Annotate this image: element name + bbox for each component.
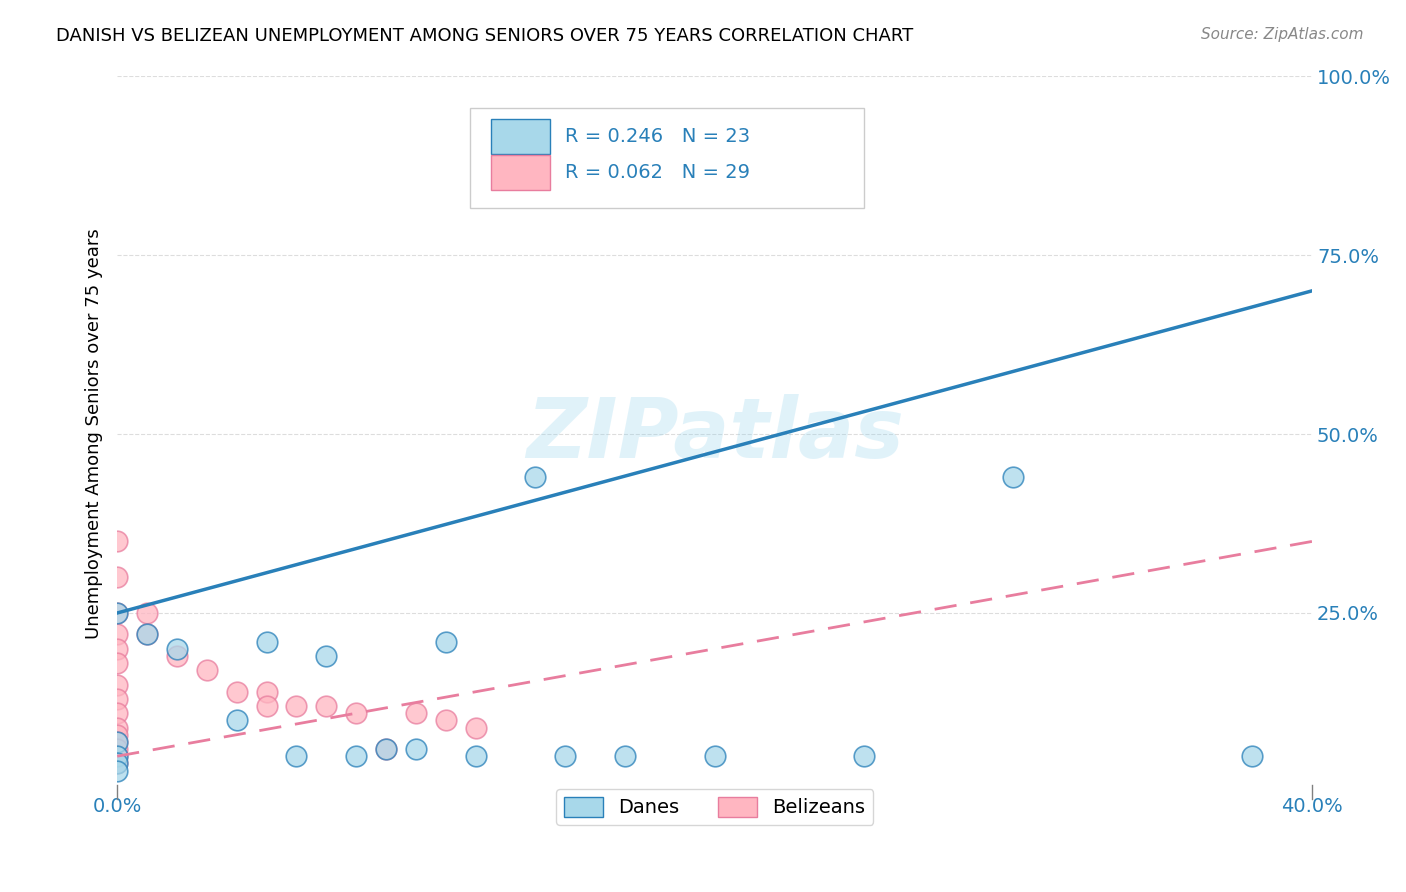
- Point: [405, 706, 427, 721]
- Point: [344, 706, 367, 721]
- Point: [105, 627, 128, 641]
- Point: [105, 677, 128, 691]
- Point: [554, 749, 576, 764]
- Point: [105, 692, 128, 706]
- Text: R = 0.062   N = 29: R = 0.062 N = 29: [565, 163, 751, 182]
- Point: [434, 714, 457, 728]
- Point: [1241, 749, 1264, 764]
- Point: [375, 742, 398, 756]
- Text: ZIPatlas: ZIPatlas: [526, 393, 904, 475]
- Point: [136, 627, 159, 641]
- Point: [105, 735, 128, 749]
- Point: [285, 749, 308, 764]
- Point: [166, 648, 188, 663]
- Point: [464, 721, 486, 735]
- Text: DANISH VS BELIZEAN UNEMPLOYMENT AMONG SENIORS OVER 75 YEARS CORRELATION CHART: DANISH VS BELIZEAN UNEMPLOYMENT AMONG SE…: [56, 27, 914, 45]
- Text: Source: ZipAtlas.com: Source: ZipAtlas.com: [1201, 27, 1364, 42]
- Point: [614, 749, 637, 764]
- Point: [105, 570, 128, 584]
- Point: [105, 656, 128, 670]
- Point: [285, 699, 308, 714]
- FancyBboxPatch shape: [491, 155, 550, 190]
- Point: [105, 728, 128, 742]
- Point: [853, 749, 876, 764]
- Point: [105, 706, 128, 721]
- FancyBboxPatch shape: [491, 120, 550, 154]
- Point: [166, 641, 188, 656]
- Point: [105, 756, 128, 771]
- Point: [315, 699, 337, 714]
- Point: [524, 470, 547, 484]
- Point: [105, 606, 128, 620]
- Point: [256, 634, 278, 648]
- Point: [105, 534, 128, 549]
- Point: [464, 749, 486, 764]
- Point: [195, 663, 218, 677]
- Point: [105, 749, 128, 764]
- Text: R = 0.246   N = 23: R = 0.246 N = 23: [565, 128, 751, 146]
- Point: [375, 742, 398, 756]
- Point: [1002, 470, 1025, 484]
- Point: [703, 749, 725, 764]
- Point: [136, 606, 159, 620]
- Point: [344, 749, 367, 764]
- Point: [136, 627, 159, 641]
- Point: [105, 606, 128, 620]
- Point: [105, 735, 128, 749]
- Point: [105, 641, 128, 656]
- Point: [405, 742, 427, 756]
- Point: [105, 721, 128, 735]
- Point: [315, 648, 337, 663]
- Point: [256, 699, 278, 714]
- Legend: Danes, Belizeans: Danes, Belizeans: [555, 789, 873, 825]
- Point: [105, 742, 128, 756]
- Point: [225, 714, 247, 728]
- Point: [256, 685, 278, 699]
- Point: [225, 685, 247, 699]
- Point: [105, 756, 128, 771]
- Point: [105, 749, 128, 764]
- Point: [105, 764, 128, 778]
- FancyBboxPatch shape: [470, 108, 865, 209]
- Point: [434, 634, 457, 648]
- Y-axis label: Unemployment Among Seniors over 75 years: Unemployment Among Seniors over 75 years: [86, 228, 103, 640]
